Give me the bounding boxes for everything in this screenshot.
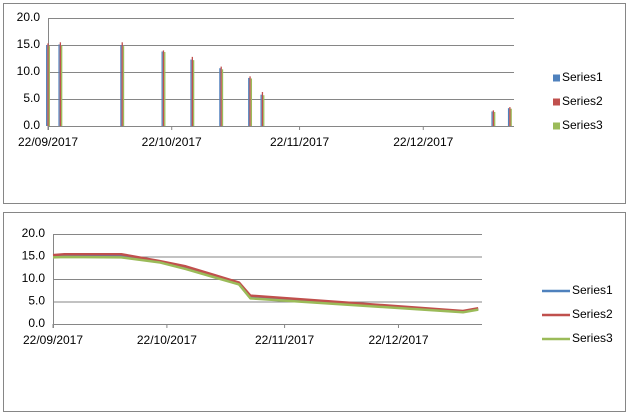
x-tick-label: 22/12/2017 [393, 135, 453, 149]
bar [248, 77, 250, 126]
bar [46, 45, 48, 126]
legend-swatch [553, 74, 560, 82]
bar [507, 108, 510, 126]
y-tick-label: 10.0 [22, 271, 46, 285]
bar [510, 108, 512, 126]
bar [491, 111, 493, 126]
bar [219, 68, 221, 126]
bar [192, 60, 195, 127]
bar [61, 45, 63, 126]
x-tick-label: 22/10/2017 [142, 135, 202, 149]
x-tick-label: 22/09/2017 [18, 135, 78, 149]
legend-swatch [553, 122, 560, 130]
x-tick-label: 22/10/2017 [137, 333, 197, 347]
bar [220, 66, 222, 126]
bar [48, 46, 50, 126]
bar [121, 42, 123, 126]
bar [120, 45, 122, 126]
legend-label: Series1 [562, 70, 603, 84]
x-tick-label: 22/09/2017 [23, 333, 83, 347]
chart-frame [3, 212, 626, 412]
y-tick-label: 0.0 [23, 118, 40, 132]
bar [492, 110, 495, 126]
legend-label: Series2 [562, 94, 603, 108]
bar [190, 59, 192, 126]
y-tick-label: 20.0 [22, 226, 46, 240]
line [52, 253, 479, 313]
bar [47, 43, 49, 126]
y-tick-label: 5.0 [28, 294, 45, 308]
y-tick-label: 0.0 [28, 316, 45, 330]
legend-label: Series3 [562, 118, 603, 132]
bar [249, 76, 251, 126]
y-tick-label: 20.0 [17, 10, 41, 24]
bar [58, 44, 60, 126]
bar [59, 42, 62, 126]
line [52, 255, 479, 314]
y-tick-label: 15.0 [22, 249, 46, 263]
y-tick-label: 5.0 [23, 91, 40, 105]
y-tick-label: 10.0 [17, 64, 41, 78]
bar [164, 52, 166, 126]
legend-label: Series1 [572, 283, 613, 297]
legend-label: Series2 [572, 307, 613, 321]
x-tick-label: 22/12/2017 [368, 333, 428, 347]
bar [191, 56, 193, 126]
legend-swatch [553, 98, 560, 106]
bar [509, 107, 511, 126]
bar [261, 91, 264, 126]
bar [263, 95, 265, 126]
chart-frame [3, 3, 626, 204]
y-tick-label: 15.0 [17, 37, 41, 51]
bar [122, 46, 125, 126]
bar [250, 78, 253, 126]
x-tick-label: 22/11/2017 [255, 333, 314, 347]
x-tick-label: 22/11/2017 [270, 135, 329, 149]
legend-label: Series3 [572, 331, 613, 345]
bar [494, 111, 496, 126]
bar [221, 69, 224, 126]
bar [260, 94, 262, 126]
bar [162, 50, 165, 126]
bar [161, 51, 163, 127]
